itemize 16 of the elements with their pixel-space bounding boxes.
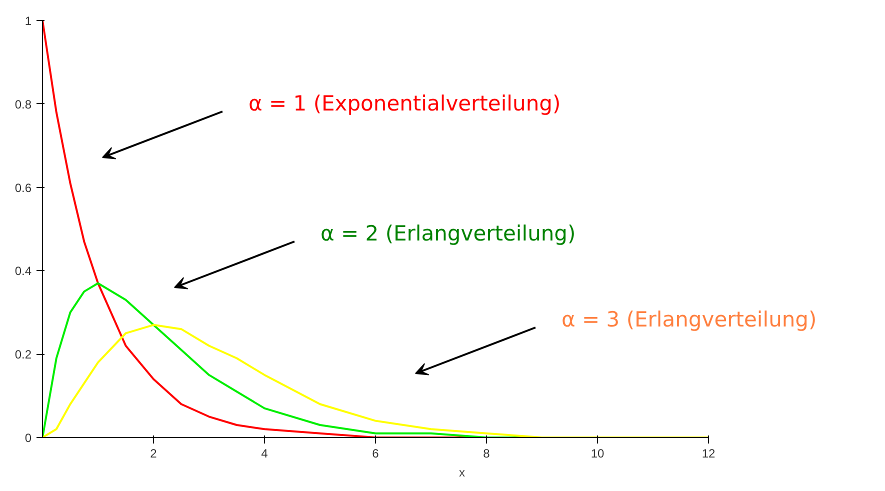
annotation: α = 2 (Erlangverteilung) [320, 222, 576, 246]
x-tick-label: 6 [372, 446, 380, 460]
x-tick-label: 4 [261, 446, 268, 460]
annotation: α = 1 (Exponentialverteilung) [248, 92, 561, 116]
x-tick-label: 12 [702, 446, 716, 460]
x-tick-label: 2 [150, 446, 158, 460]
y-tick-label: 0.4 [14, 264, 32, 278]
x-tick-label: 10 [590, 446, 604, 460]
x-axis-title: x [459, 466, 465, 480]
y-tick-label: 1 [24, 14, 32, 28]
annotation: α = 3 (Erlangverteilung) [562, 308, 817, 332]
y-tick-label: 0.2 [14, 348, 32, 362]
y-tick-label: 0 [24, 431, 32, 445]
x-tick-label: 8 [483, 446, 490, 460]
y-tick-label: 0.8 [14, 97, 32, 112]
y-tick-label: 0.6 [14, 180, 32, 195]
